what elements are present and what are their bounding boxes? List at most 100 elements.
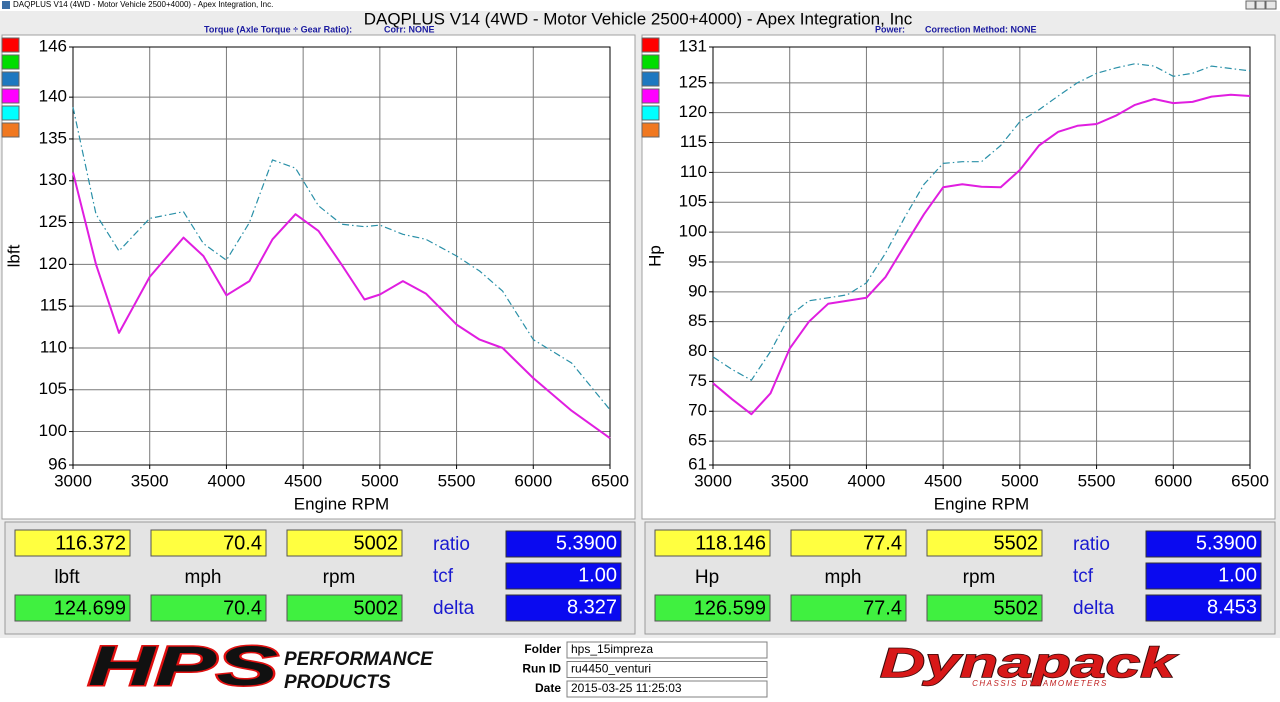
param-label: ratio xyxy=(1073,534,1110,555)
y-tick-label: 95 xyxy=(688,251,707,270)
sponsor-tagline: CHASSIS DYNAMOMETERS xyxy=(972,679,1108,688)
param-label: delta xyxy=(433,598,475,619)
field-label: Run ID xyxy=(522,662,561,676)
secondary-value: 77.4 xyxy=(863,597,902,619)
y-tick-label: 70 xyxy=(688,401,707,420)
x-tick-label: 6500 xyxy=(591,471,629,490)
field-value: 2015-03-25 11:25:03 xyxy=(571,681,682,695)
legend-swatch[interactable] xyxy=(2,55,19,69)
legend-swatch[interactable] xyxy=(2,72,19,86)
y-tick-label: 135 xyxy=(39,128,67,147)
x-tick-label: 3000 xyxy=(54,471,92,490)
restore-button[interactable] xyxy=(1256,1,1265,9)
x-tick-label: 5500 xyxy=(438,471,476,490)
y-tick-label: 146 xyxy=(39,36,67,55)
legend-swatch[interactable] xyxy=(642,123,659,137)
unit-label: lbft xyxy=(54,567,80,588)
chart-header: Torque (Axle Torque ÷ Gear Ratio): xyxy=(204,24,352,34)
param-value: 8.453 xyxy=(1207,596,1257,618)
y-tick-label: 61 xyxy=(688,454,707,473)
window-caption: DAQPLUS V14 (4WD - Motor Vehicle 2500+40… xyxy=(13,0,273,9)
x-tick-label: 4500 xyxy=(284,471,322,490)
legend-swatch[interactable] xyxy=(642,89,659,103)
x-tick-label: 6000 xyxy=(1154,471,1192,490)
y-tick-label: 115 xyxy=(680,132,707,151)
x-tick-label: 5000 xyxy=(1001,471,1039,490)
param-label: tcf xyxy=(433,566,454,587)
primary-value: 5502 xyxy=(994,532,1039,554)
x-tick-label: 4500 xyxy=(924,471,962,490)
y-tick-label: 96 xyxy=(48,454,67,473)
primary-value: 116.372 xyxy=(55,532,126,554)
x-tick-label: 3000 xyxy=(694,471,732,490)
secondary-value: 70.4 xyxy=(223,597,262,619)
minimize-button[interactable] xyxy=(1246,1,1255,9)
y-tick-label: 115 xyxy=(40,296,67,315)
y-tick-label: 140 xyxy=(39,87,67,106)
x-tick-label: 6000 xyxy=(514,471,552,490)
param-value: 1.00 xyxy=(1218,564,1257,586)
y-tick-label: 110 xyxy=(40,337,67,356)
y-tick-label: 100 xyxy=(679,222,707,241)
y-tick-label: 90 xyxy=(688,281,707,300)
y-tick-label: 80 xyxy=(688,341,707,360)
y-tick-label: 120 xyxy=(679,102,707,121)
primary-value: 77.4 xyxy=(863,532,902,554)
x-tick-label: 4000 xyxy=(208,471,246,490)
x-tick-label: 5000 xyxy=(361,471,399,490)
legend-swatch[interactable] xyxy=(642,106,659,120)
y-tick-label: 75 xyxy=(688,371,707,390)
legend-swatch[interactable] xyxy=(2,89,19,103)
legend-swatch[interactable] xyxy=(642,55,659,69)
field-value: hps_15impreza xyxy=(571,642,653,656)
param-value: 8.327 xyxy=(567,596,617,618)
param-label: tcf xyxy=(1073,566,1094,587)
app-icon xyxy=(2,1,10,9)
unit-label: mph xyxy=(185,567,222,588)
y-tick-label: 65 xyxy=(688,431,707,450)
y-tick-label: 131 xyxy=(679,36,707,55)
legend-swatch[interactable] xyxy=(642,38,659,52)
y-tick-label: 100 xyxy=(39,421,67,440)
y-axis-label: lbft xyxy=(4,244,23,267)
legend-swatch[interactable] xyxy=(642,72,659,86)
secondary-value: 5002 xyxy=(354,597,399,619)
brand-tagline: PRODUCTS xyxy=(284,672,391,693)
unit-label: rpm xyxy=(323,567,356,588)
legend-swatch[interactable] xyxy=(2,123,19,137)
y-tick-label: 130 xyxy=(39,170,67,189)
x-tick-label: 3500 xyxy=(131,471,169,490)
x-tick-label: 4000 xyxy=(848,471,886,490)
x-tick-label: 5500 xyxy=(1078,471,1116,490)
brand-tagline: PERFORMANCE xyxy=(284,649,434,670)
y-tick-label: 85 xyxy=(688,311,707,330)
x-tick-label: 6500 xyxy=(1231,471,1269,490)
primary-value: 118.146 xyxy=(695,532,766,554)
param-value: 5.3900 xyxy=(556,532,617,554)
chart-correction: Correction Method: NONE xyxy=(925,24,1037,34)
close-button[interactable] xyxy=(1266,1,1276,9)
primary-value: 5002 xyxy=(354,532,399,554)
legend-swatch[interactable] xyxy=(2,38,19,52)
secondary-value: 5502 xyxy=(994,597,1039,619)
x-tick-label: 3500 xyxy=(771,471,809,490)
field-value: ru4450_venturi xyxy=(571,662,651,676)
y-tick-label: 105 xyxy=(679,192,707,211)
param-value: 1.00 xyxy=(578,564,617,586)
chart-header: Power: xyxy=(875,24,905,34)
window-title: DAQPLUS V14 (4WD - Motor Vehicle 2500+40… xyxy=(364,9,913,28)
legend-swatch[interactable] xyxy=(2,106,19,120)
chart-panel xyxy=(2,35,635,519)
field-label: Folder xyxy=(524,642,561,656)
secondary-value: 124.699 xyxy=(54,597,126,619)
brand-logo: HPS xyxy=(88,634,278,697)
y-tick-label: 110 xyxy=(680,162,707,181)
x-axis-label: Engine RPM xyxy=(934,494,1029,513)
param-value: 5.3900 xyxy=(1196,532,1257,554)
x-axis-label: Engine RPM xyxy=(294,494,389,513)
chart-panel xyxy=(642,35,1275,519)
primary-value: 70.4 xyxy=(223,532,262,554)
unit-label: Hp xyxy=(695,567,719,588)
param-label: delta xyxy=(1073,598,1115,619)
